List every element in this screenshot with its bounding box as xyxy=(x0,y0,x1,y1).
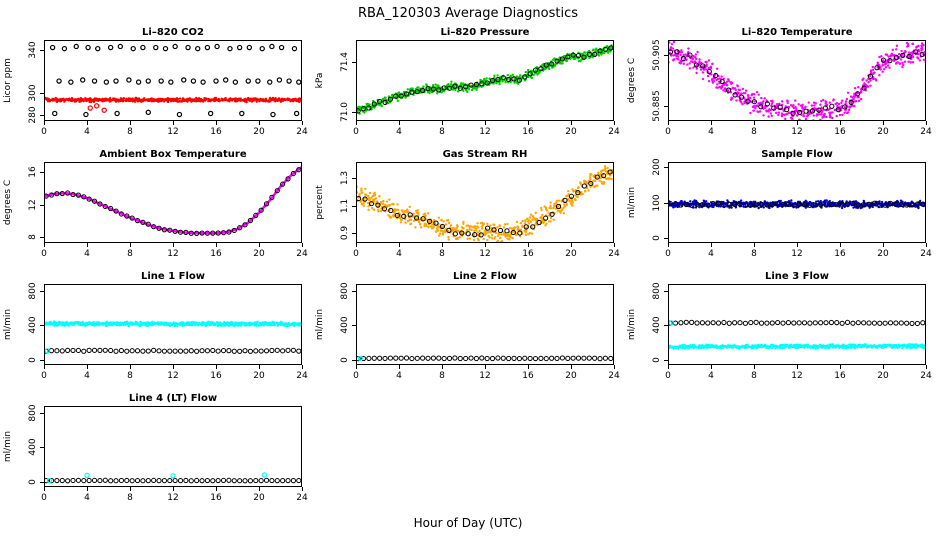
chart-line4-lt-flow xyxy=(0,390,312,512)
chart-line2-flow xyxy=(312,268,624,390)
chart-gas-stream-rh xyxy=(312,146,624,268)
chart-li820-co2 xyxy=(0,24,312,146)
chart-li820-pressure xyxy=(312,24,624,146)
global-x-axis-label: Hour of Day (UTC) xyxy=(413,516,523,530)
chart-line1-flow xyxy=(0,268,312,390)
chart-sample-flow xyxy=(624,146,936,268)
chart-li820-temperature xyxy=(624,24,936,146)
empty-cell xyxy=(624,390,936,512)
page-title: RBA_120303 Average Diagnostics xyxy=(357,6,579,21)
chart-line3-flow xyxy=(624,268,936,390)
charts-grid xyxy=(0,24,936,512)
empty-cell xyxy=(312,390,624,512)
chart-ambient-box-temperature xyxy=(0,146,312,268)
